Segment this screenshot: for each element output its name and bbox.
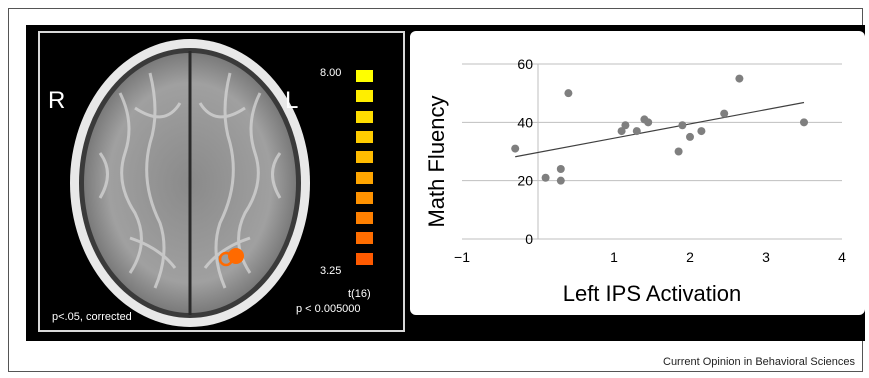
colorbar-min-label: 3.25: [320, 265, 342, 277]
data-point: [564, 89, 573, 98]
data-point: [556, 176, 565, 185]
y-tick-label: 0: [525, 231, 533, 247]
y-axis-title: Math Fluency: [424, 95, 449, 227]
source-credit: Current Opinion in Behavioral Sciences: [663, 356, 855, 368]
brain-panel: R L 8.00 3.25 t(16) p < 0.005000 p<.05, …: [38, 31, 405, 332]
x-tick-label: −1: [454, 249, 470, 265]
y-tick-label: 60: [517, 56, 533, 72]
data-point: [720, 109, 729, 118]
colorbar-swatch: [356, 70, 373, 82]
data-point: [644, 118, 653, 127]
colorbar-swatch: [356, 171, 373, 184]
colorbar-swatch: [356, 110, 373, 123]
x-axis-title: Left IPS Activation: [563, 281, 742, 306]
threshold-note: p<.05, corrected: [52, 311, 132, 323]
data-point: [541, 173, 550, 182]
x-tick-label: 3: [762, 249, 770, 265]
data-point: [735, 74, 744, 83]
data-point: [697, 127, 706, 136]
colorbar-swatch: [356, 151, 373, 164]
colorbar-swatch: [356, 232, 373, 245]
colorbar-swatch: [356, 252, 373, 265]
trendline: [515, 101, 805, 158]
data-point: [556, 165, 565, 173]
y-tick-label: 20: [517, 173, 533, 189]
colorbar-swatch: [356, 130, 373, 143]
data-point: [678, 121, 687, 130]
x-tick-label: 2: [686, 249, 694, 265]
colorbar-swatch: [356, 212, 373, 225]
left-hemisphere-label: L: [285, 87, 299, 114]
colorbar-stat-label: t(16): [348, 288, 371, 300]
colorbar-max-label: 8.00: [320, 67, 342, 79]
data-point: [632, 127, 641, 136]
chart-panel: 0 20 40 60 −1 1 2 3 4 Left IPS Activation Math Flu…: [410, 31, 865, 315]
scatter-chart: 0 20 40 60 −1 1 2 3 4 Left IPS Activation Math Flu…: [424, 56, 846, 306]
y-tick-label: 40: [517, 114, 533, 130]
data-point: [511, 144, 520, 153]
colorbar-swatch: [356, 191, 373, 204]
x-tick-label: 4: [838, 249, 846, 265]
x-tick-label: 1: [610, 249, 618, 265]
right-hemisphere-label: R: [48, 87, 66, 114]
data-point: [621, 121, 630, 130]
brain-scan-image: [70, 39, 310, 327]
data-point: [800, 118, 808, 127]
colorbar-p-label: p < 0.005000: [296, 303, 361, 315]
data-point: [686, 132, 694, 141]
activation-ring: [218, 251, 234, 267]
data-point: [674, 147, 683, 156]
data-point: [617, 127, 626, 136]
colorbar-swatch: [356, 90, 373, 103]
white-matter-folds: [98, 72, 282, 289]
